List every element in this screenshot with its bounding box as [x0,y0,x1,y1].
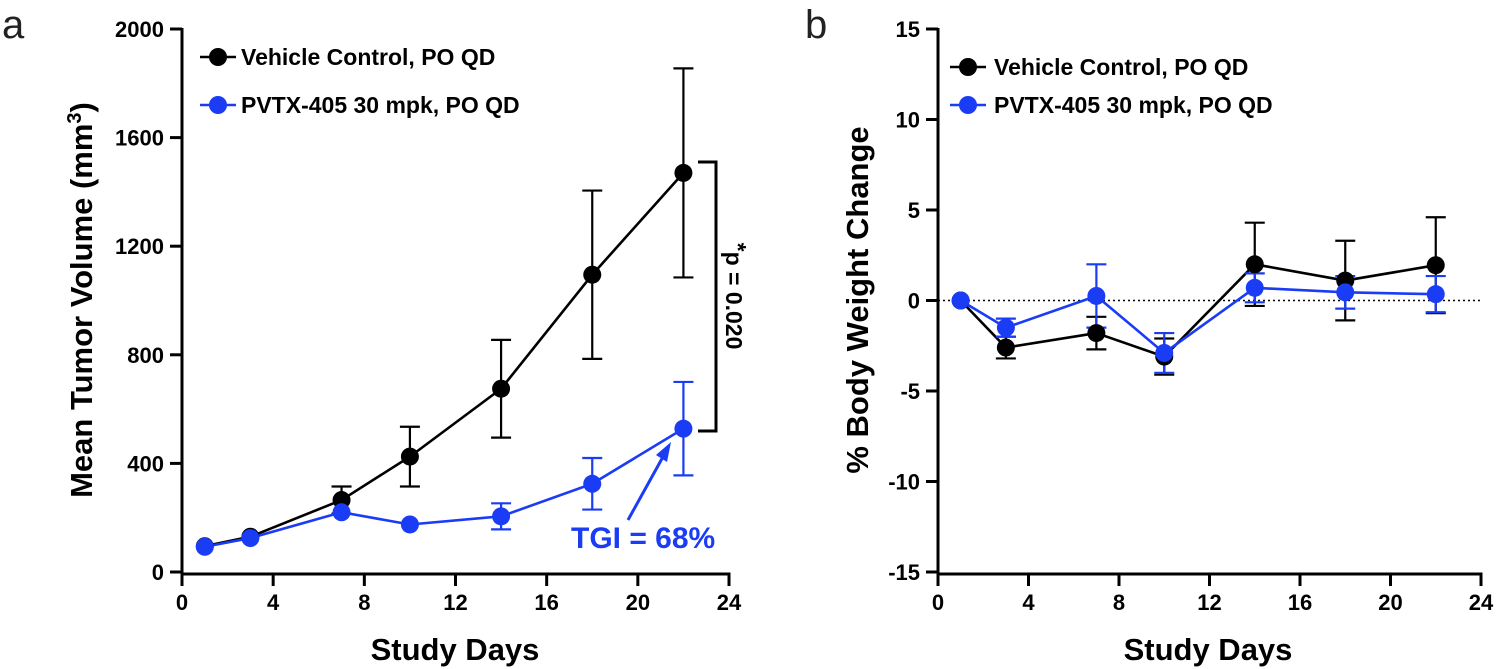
panel-a-vehicle-point [492,379,511,398]
panel-a-pvtx405-point [583,474,602,493]
p-value-text: p = 0.020 [721,252,747,350]
panel-a-pvtx405-point [492,507,511,526]
panel-a-ytick-label: 0 [152,560,164,585]
panel-a-pvtx405-point [195,537,214,556]
panel-b-pvtx405-point [996,318,1015,337]
panel-b-vehicle-point [996,338,1015,357]
panel-a-legend-marker [209,96,227,114]
panel-a-vehicle-point [583,265,602,284]
panel-a-ytick-label: 1200 [115,234,164,259]
panel-b-vehicle-point [1426,256,1445,275]
significance-bracket [698,160,718,433]
panel-b-vehicle-point [1087,324,1106,343]
panel-a-chart: 0 4 8 12 16 20 24 0 400 800 1200 1600 2000 Vehicle Co… [115,17,742,615]
panel-a-xtick-label: 8 [358,590,370,615]
panel-b-xtick-label: 4 [1022,590,1035,615]
panel-a-xlabel: Study Days [371,632,540,667]
panel-b-pvtx405-point [1087,286,1106,305]
panel-a-ylabel: Mean Tumor Volume (mm3) [64,102,99,498]
panel-a-xtick-label: 12 [443,590,467,615]
panel-a-xtick-label: 16 [534,590,558,615]
panel-b-pvtx405-point [1426,285,1445,304]
panel-b-pvtx405-point [1245,278,1264,297]
panel-b-ytick-label: 0 [908,289,920,314]
panel-b-ytick-label: -15 [888,560,920,585]
panel-a-legend-label: PVTX-405 30 mpk, PO QD [241,92,520,118]
panel-b-letter: b [805,3,827,47]
panel-a-ytick-label: 1600 [115,126,164,151]
panel-b-xtick-label: 20 [1378,590,1402,615]
panel-b-xtick-label: 8 [1113,590,1125,615]
panel-a-legend-label: Vehicle Control, PO QD [241,44,495,70]
panel-b-xtick-label: 12 [1197,590,1221,615]
panel-b-ytick-label: 10 [896,108,920,133]
panel-a-pvtx405-point [332,503,351,522]
panel-a-xtick-label: 0 [176,590,188,615]
panel-a-pvtx405-point [674,419,693,438]
panel-b-legend-marker [959,58,977,76]
tgi-label: TGI = 68% [571,522,715,555]
panel-a-ylabel-sup: 3 [64,112,86,123]
panel-b-xtick-label: 24 [1469,590,1494,615]
panel-b-vehicle-point [1245,255,1264,274]
panel-b-pvtx405-point [1155,343,1174,362]
panel-b-ytick-label: 5 [908,198,920,223]
panel-b-chart: 0 4 8 12 16 20 24 -15 -10 -5 0 5 10 15 Vehicle Control… [888,17,1494,615]
panel-a-pvtx405-point [241,529,260,548]
panel-a-xtick-label: 24 [717,590,742,615]
panel-b-pvtx405-point [1336,283,1355,302]
panel-a-xtick-label: 4 [267,590,280,615]
panel-a-pvtx405-point [400,515,419,534]
panel-a-ylabel-main: Mean Tumor Volume (mm [64,124,99,498]
p-value-star: * [725,243,751,252]
panel-a-ytick-label: 400 [127,451,164,476]
panel-a-vehicle-point [674,163,693,182]
panel-a-ytick-label: 2000 [115,17,164,42]
panel-a-legend-marker [209,48,227,66]
panel-b-legend-label: PVTX-405 30 mpk, PO QD [994,92,1273,118]
panel-a-ylabel-close: ) [64,102,99,112]
panel-b-xlabel: Study Days [1124,632,1293,667]
panel-b-vehicle-line [959,262,1436,358]
panel-b-pvtx405-point [951,291,970,310]
panel-a-ytick-label: 800 [127,343,164,368]
panel-b-ytick-label: 15 [896,17,920,42]
panel-a-vehicle-line [204,172,685,548]
panel-b-xtick-label: 16 [1288,590,1312,615]
panel-b-legend-marker [959,96,977,114]
panel-b-legend-label: Vehicle Control, PO QD [994,54,1248,80]
panel-a-vehicle-point [400,447,419,466]
p-value-label: *p = 0.020 [721,243,751,350]
panel-b-ytick-label: -5 [900,379,920,404]
panel-a-letter: a [2,3,25,47]
panel-b-xtick-label: 0 [932,590,944,615]
panel-b-ylabel: % Body Weight Change [840,126,875,473]
panel-a-xtick-label: 20 [626,590,650,615]
panel-b-ytick-label: -10 [888,470,920,495]
tgi-arrow [626,442,671,521]
